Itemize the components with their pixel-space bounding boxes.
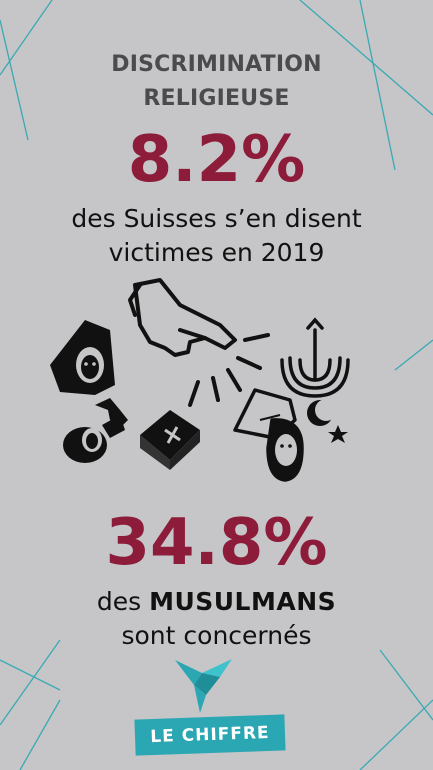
stat-caption-1-line-1: des Suisses s’en disent <box>71 204 362 233</box>
bible-icon <box>140 410 200 470</box>
le-chiffre-badge: LE CHIFFRE <box>134 714 286 756</box>
title-line-1: DISCRIMINATION <box>111 52 322 77</box>
stat-caption-2: des MUSULMANS sont concernés <box>0 585 433 653</box>
hijab-face-icon <box>233 388 304 482</box>
wimple-face-icon <box>63 398 128 463</box>
stat-caption-2-emphasis: MUSULMANS <box>149 587 337 616</box>
menorah-icon <box>280 317 350 398</box>
nun-veil-icon <box>50 320 115 395</box>
stat-caption-2-line-2: sont concernés <box>121 621 312 650</box>
stat-caption-1-line-2: victimes en 2019 <box>108 238 325 267</box>
stat-value-1: 8.2% <box>127 123 306 197</box>
stat-value-2: 34.8% <box>105 506 328 580</box>
illustration <box>50 278 350 482</box>
origami-bird-icon <box>175 659 232 713</box>
pointing-hand-icon <box>128 278 237 357</box>
title-line-2: RELIGIEUSE <box>143 86 290 111</box>
crescent-star-icon <box>307 399 348 443</box>
stat-caption-2-line-1: des MUSULMANS <box>0 585 433 619</box>
ray-lines <box>188 333 270 407</box>
page-title: DISCRIMINATION RELIGIEUSE <box>0 48 433 116</box>
stat-caption-1: des Suisses s’en disent victimes en 2019 <box>0 202 433 270</box>
stat-caption-2-prefix: des <box>96 587 142 616</box>
